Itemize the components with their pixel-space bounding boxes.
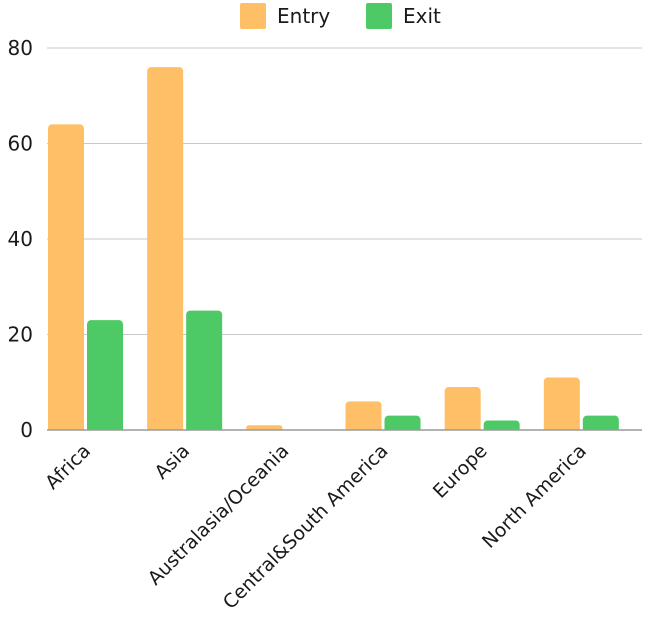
x-tick-label: North America	[478, 440, 591, 553]
y-tick-label: 0	[20, 418, 33, 442]
bar-exit-central-south-america	[384, 415, 421, 430]
bar-entry-asia	[147, 67, 184, 430]
bar-entry-africa	[48, 124, 84, 430]
legend: Entry Exit	[240, 3, 441, 29]
gridlines	[47, 47, 642, 335]
bars	[48, 67, 619, 430]
legend-swatch-entry	[240, 3, 266, 29]
legend-label-entry: Entry	[277, 4, 330, 28]
bar-exit-asia	[186, 310, 223, 430]
bar-entry-central-south-america	[345, 401, 382, 430]
bar-entry-north-america	[543, 377, 580, 430]
legend-swatch-exit	[366, 3, 392, 29]
bar-exit-europe	[483, 420, 520, 430]
y-tick-label: 40	[8, 227, 33, 251]
x-tick-label: Africa	[41, 440, 95, 494]
y-tick-label: 20	[8, 323, 33, 347]
bar-entry-europe	[444, 387, 481, 430]
bar-exit-africa	[87, 320, 123, 430]
x-tick-label: Europe	[429, 440, 492, 503]
y-tick-label: 80	[8, 36, 33, 60]
bar-entry-australasia-oceania	[246, 425, 283, 430]
x-axis-labels: Africa AsiaAustralasia/OceaniaCentral&Sou…	[41, 440, 591, 614]
y-tick-label: 60	[8, 132, 33, 156]
y-axis-ticks: 0 20 40 60 80	[8, 36, 33, 442]
bar-exit-north-america	[582, 415, 619, 430]
legend-label-exit: Exit	[403, 4, 441, 28]
x-tick-label: Asia	[150, 440, 194, 484]
x-tick-label: Central&South America	[219, 440, 393, 614]
